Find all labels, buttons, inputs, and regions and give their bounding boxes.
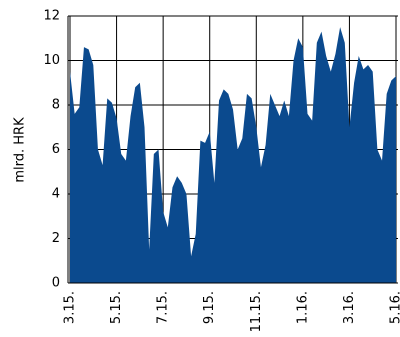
x-tick-label: 7.15.	[156, 291, 171, 324]
area	[70, 27, 396, 283]
y-tick-label: 8	[52, 98, 60, 113]
y-tick-label: 12	[43, 9, 60, 24]
x-tick-label: 3.15.	[63, 291, 78, 324]
y-tick-label: 6	[52, 142, 60, 157]
y-tick-label: 0	[52, 276, 60, 291]
y-axis-label: mlrd. HRK	[13, 117, 28, 183]
y-tick-label: 10	[43, 53, 60, 68]
x-tick-label: 5.16.	[389, 291, 400, 324]
x-tick-label: 9.15.	[202, 291, 217, 324]
x-tick-label: 3.16.	[342, 291, 357, 324]
y-tick-label: 4	[52, 187, 60, 202]
x-tick-label: 11.15.	[249, 291, 264, 332]
y-tick-label: 2	[52, 231, 60, 246]
x-tick-label: 5.15.	[109, 291, 124, 324]
x-tick-label: 1.16.	[295, 291, 310, 324]
